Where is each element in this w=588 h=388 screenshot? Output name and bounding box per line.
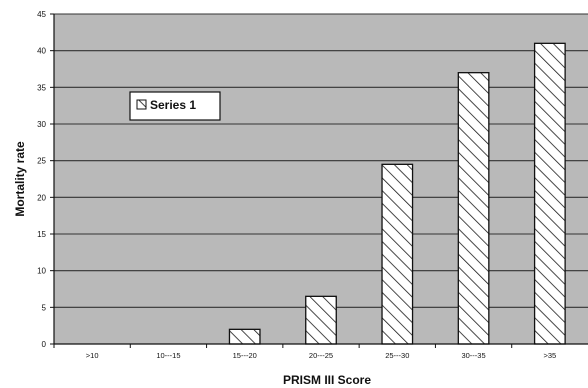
y-tick-label: 20 — [37, 193, 46, 202]
legend-swatch — [136, 99, 147, 110]
y-axis-label: Mortality rate — [13, 141, 27, 217]
legend-label: Series 1 — [150, 98, 196, 112]
y-tick-label: 45 — [37, 10, 46, 19]
y-tick-label: 25 — [37, 157, 46, 166]
legend: Series 1 — [129, 91, 221, 121]
x-tick-label: 15---20 — [233, 351, 257, 360]
y-tick-label: 15 — [37, 230, 46, 239]
bar — [381, 163, 414, 345]
y-tick-label: 0 — [42, 340, 47, 349]
y-tick-label: 35 — [37, 83, 46, 92]
x-tick-label: 10---15 — [156, 351, 180, 360]
y-tick-label: 30 — [37, 120, 46, 129]
x-tick-label: 25---30 — [385, 351, 409, 360]
bar — [457, 72, 490, 345]
gridlines — [54, 13, 588, 308]
x-tick-label: >35 — [543, 351, 556, 360]
y-tick-label: 40 — [37, 47, 46, 56]
x-tick-label: >10 — [86, 351, 99, 360]
legend-box — [129, 91, 221, 121]
y-axis-ticks: 0 5 10 15 20 25 30 35 40 45 — [37, 10, 54, 349]
bars — [228, 42, 566, 345]
bar — [305, 295, 337, 345]
x-axis-label: PRISM III Score — [283, 373, 371, 387]
bar — [533, 42, 566, 345]
x-tick-label: 20---25 — [309, 351, 333, 360]
x-tick-label: 30---35 — [461, 351, 485, 360]
y-tick-label: 10 — [37, 267, 46, 276]
plot-area — [54, 14, 588, 344]
y-tick-label: 5 — [42, 303, 47, 312]
x-axis-ticks: >10 10---15 15---20 20---25 25---30 30---35 >3… — [53, 344, 556, 360]
bar — [228, 328, 261, 345]
